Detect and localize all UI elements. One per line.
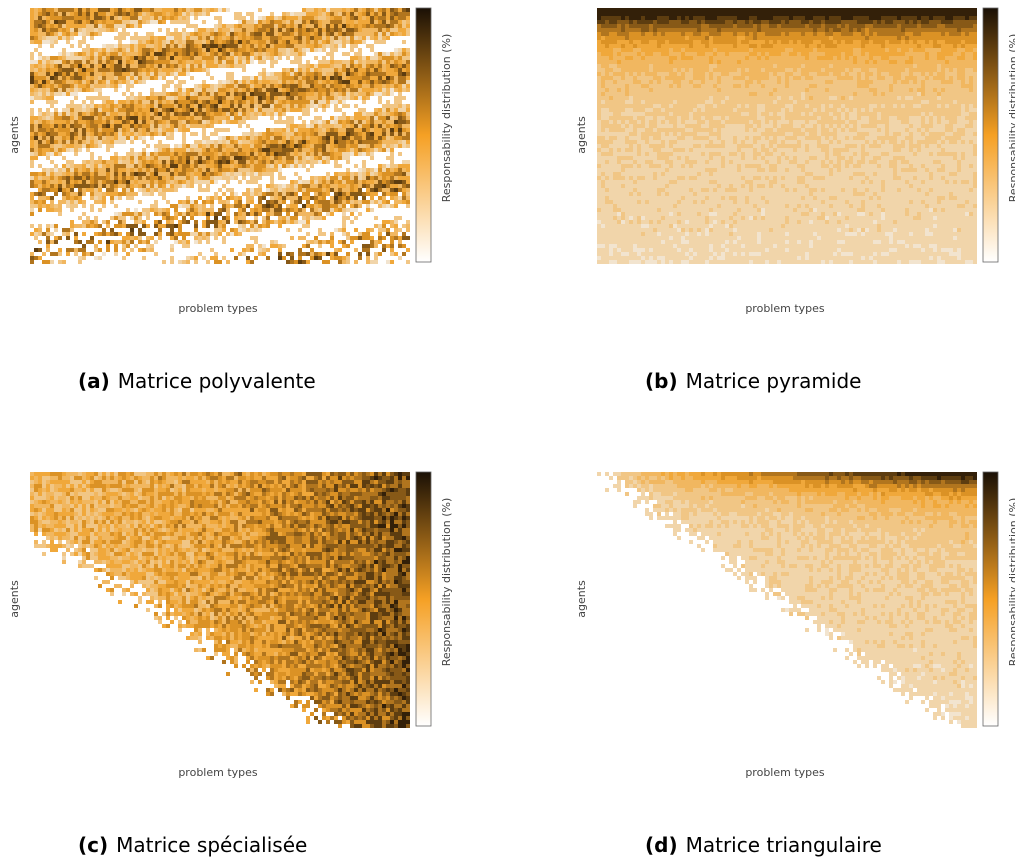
caption: (b) Matrice pyramide xyxy=(645,369,861,393)
heatmap-cells xyxy=(597,16,977,24)
heatmap-cells xyxy=(749,472,977,492)
heatmap-cells xyxy=(238,472,410,728)
caption-text: Matrice spécialisée xyxy=(116,833,307,857)
caption-label: (c) xyxy=(78,833,108,857)
x-axis-label: problem types xyxy=(745,302,825,315)
heatmap-cells xyxy=(829,472,973,484)
heatmap-cells xyxy=(597,28,977,48)
y-axis-label: agents xyxy=(575,580,588,618)
colorbar-label: Responsability distribution (%) xyxy=(440,498,453,667)
heatmap-cells xyxy=(597,48,977,100)
heatmap-cells xyxy=(597,92,977,264)
heatmap-cells xyxy=(30,8,410,264)
heatmap-panel xyxy=(30,8,410,264)
caption: (c) Matrice spécialisée xyxy=(78,833,307,857)
caption-text: Matrice pyramide xyxy=(686,369,862,393)
x-axis-label: problem types xyxy=(745,766,825,779)
heatmap-cells xyxy=(597,8,977,20)
x-axis-label: problem types xyxy=(178,766,258,779)
y-axis-label: agents xyxy=(8,580,21,618)
heatmap-cells xyxy=(597,472,977,728)
caption: (d) Matrice triangulaire xyxy=(645,833,882,857)
heatmap-cells xyxy=(661,472,977,508)
colorbar xyxy=(415,7,432,263)
heatmap-cells xyxy=(326,472,410,728)
heatmap-panel xyxy=(597,8,977,264)
heatmap-cells xyxy=(597,64,977,236)
heatmap-cells xyxy=(797,472,977,484)
y-axis-label: agents xyxy=(8,116,21,154)
heatmap-cells xyxy=(30,8,410,264)
caption-label: (a) xyxy=(78,369,110,393)
caption-text: Matrice triangulaire xyxy=(686,833,882,857)
heatmap-cells xyxy=(374,472,410,728)
heatmap-cells xyxy=(637,472,977,544)
heatmap-cells xyxy=(30,8,410,264)
caption-label: (d) xyxy=(645,833,678,857)
heatmap-cells xyxy=(601,20,977,32)
heatmap-cells xyxy=(597,36,977,64)
colorbar-label: Responsability distribution (%) xyxy=(1007,34,1015,203)
colorbar-label: Responsability distribution (%) xyxy=(1007,498,1015,667)
caption-text: Matrice polyvalente xyxy=(118,369,316,393)
heatmap-cells xyxy=(897,472,977,480)
heatmap-panel xyxy=(30,472,410,728)
colorbar-label: Responsability distribution (%) xyxy=(440,34,453,203)
x-axis-label: problem types xyxy=(178,302,258,315)
colorbar xyxy=(982,7,999,263)
y-axis-label: agents xyxy=(575,116,588,154)
caption: (a) Matrice polyvalente xyxy=(78,369,316,393)
caption-label: (b) xyxy=(645,369,678,393)
heatmap-cells xyxy=(701,472,977,500)
colorbar xyxy=(415,471,432,727)
heatmap-cells xyxy=(30,472,350,724)
heatmap-panel xyxy=(597,472,977,728)
heatmap-cells xyxy=(617,472,977,688)
colorbar xyxy=(982,471,999,727)
